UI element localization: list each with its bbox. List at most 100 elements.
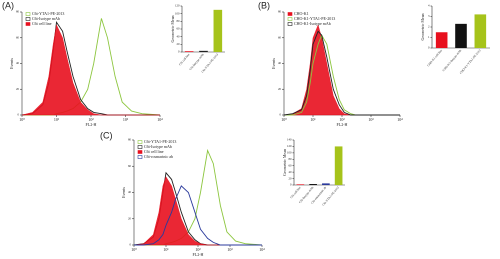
y-tick-label: 40: [278, 61, 282, 65]
y-tick-label: 80: [16, 10, 20, 14]
x-tick-label: 10⁴: [259, 247, 265, 252]
x-tick-label: C6t cell line: [178, 52, 191, 66]
legend-swatch: [137, 150, 143, 154]
y-tick-label: 0: [428, 46, 430, 50]
y-axis-title: Events: [271, 58, 276, 69]
x-tick-label: 10¹: [54, 117, 60, 122]
histogram-area: [283, 24, 400, 116]
bar: [296, 184, 305, 185]
y-tick-label: 60: [289, 163, 293, 167]
y-axis-title: Geometric Mean: [170, 16, 175, 43]
legend-label: C6t-YTA1-PE-2013: [144, 139, 176, 144]
x-tick-label: 10²: [195, 247, 201, 252]
y-tick-label: 0: [130, 243, 132, 247]
legend-swatch: [287, 17, 293, 21]
y-tick-label: 40: [289, 170, 293, 174]
y-tick-label: 2: [428, 25, 430, 29]
histogram-line: [283, 30, 400, 116]
x-axis-title: FL2-H: [193, 252, 204, 257]
y-tick-label: 4: [428, 4, 430, 8]
bar: [184, 51, 194, 52]
y-tick-label: 20: [128, 216, 132, 220]
y-tick-label: 3: [428, 14, 430, 18]
y-tick-label: 0: [18, 113, 20, 117]
y-tick-label: 100: [175, 11, 180, 15]
y-tick-label: 80: [278, 10, 282, 14]
x-tick-label: CHO-K1 cell line: [426, 48, 443, 67]
legend-label: C6t-rosmarinic ab: [144, 154, 173, 159]
histogram-area: [133, 176, 262, 246]
legend-label: C6t cell line: [144, 149, 164, 154]
y-axis-title: Events: [9, 58, 14, 69]
x-tick-label: 10³: [227, 247, 233, 252]
y-tick-label: 20: [278, 87, 282, 91]
y-tick-label: 120: [175, 4, 180, 8]
legend-label: CHO-K1-YTA1-PE-2013: [294, 16, 335, 21]
x-tick-label: 10⁰: [281, 117, 287, 122]
legend-swatch: [287, 22, 293, 26]
y-tick-label: 60: [128, 164, 132, 168]
histogram-area: [21, 24, 160, 116]
bar: [309, 184, 317, 185]
bar: [474, 14, 487, 48]
x-tick-label: 10³: [123, 117, 129, 122]
histogram-line: [134, 148, 263, 246]
x-tick-label: 10⁴: [397, 117, 403, 122]
y-tick-label: 60: [177, 27, 181, 31]
y-axis-title: Events: [121, 187, 126, 198]
bar: [435, 32, 448, 48]
x-axis-title: FL2-H: [337, 122, 348, 127]
x-tick-label: CHO-K1-YTA1-PE-2013: [459, 48, 482, 75]
bar: [213, 9, 223, 53]
legend-swatch: [287, 12, 293, 16]
panel-label: (A): [2, 0, 14, 10]
histogram-line: [21, 21, 160, 116]
x-tick-label: 10¹: [310, 117, 316, 122]
y-tick-label: 40: [177, 34, 181, 38]
panel-label: (C): [100, 130, 113, 140]
y-axis-title: Geometric Mean: [282, 149, 287, 176]
y-tick-label: 60: [278, 35, 282, 39]
x-axis-title: FL2-H: [86, 122, 97, 127]
legend-swatch: [137, 145, 143, 149]
x-tick-label: 10⁰: [19, 117, 25, 122]
x-tick-label: CHO-K1-Isotype mAb: [441, 48, 462, 72]
bar: [199, 50, 208, 52]
legend-swatch: [25, 12, 31, 16]
legend-swatch: [25, 17, 31, 21]
y-tick-label: 80: [289, 157, 293, 161]
y-tick-label: 0: [178, 50, 180, 54]
y-tick-label: 20: [177, 42, 181, 46]
y-axis-title: Geometric Mean: [420, 14, 425, 41]
bar: [455, 23, 467, 48]
y-tick-label: 60: [16, 35, 20, 39]
axis: [21, 12, 160, 116]
histogram-line: [284, 34, 400, 116]
x-tick-label: 10⁰: [131, 247, 137, 252]
y-tick-label: 140: [287, 138, 292, 142]
bar: [322, 183, 330, 185]
x-tick-label: 10³: [368, 117, 374, 122]
legend-label: C6t-Isotype mAb: [32, 16, 60, 21]
x-tick-label: 10²: [88, 117, 94, 122]
y-tick-label: 0: [280, 113, 282, 117]
legend-label: C6t-Isotype mAb: [144, 144, 172, 149]
legend-label: CHO-K1-Isotype mAb: [294, 21, 331, 26]
x-tick-label: 10²: [339, 117, 345, 122]
axis: [283, 12, 400, 116]
x-tick-label: 10¹: [163, 247, 169, 252]
y-tick-label: 1: [428, 35, 430, 39]
x-tick-label: C6t cell line: [289, 185, 302, 199]
legend-swatch: [137, 140, 143, 144]
y-tick-label: 120: [287, 144, 292, 148]
y-tick-label: 20: [289, 176, 293, 180]
legend-label: CHO-K1: [294, 11, 309, 16]
y-tick-label: 40: [128, 190, 132, 194]
x-tick-label: 10⁴: [157, 117, 163, 122]
y-tick-label: 80: [128, 138, 132, 142]
y-tick-label: 80: [177, 19, 181, 23]
y-tick-label: 40: [16, 61, 20, 65]
y-tick-label: 0: [290, 183, 292, 187]
legend-label: C6t cell line: [32, 21, 52, 26]
